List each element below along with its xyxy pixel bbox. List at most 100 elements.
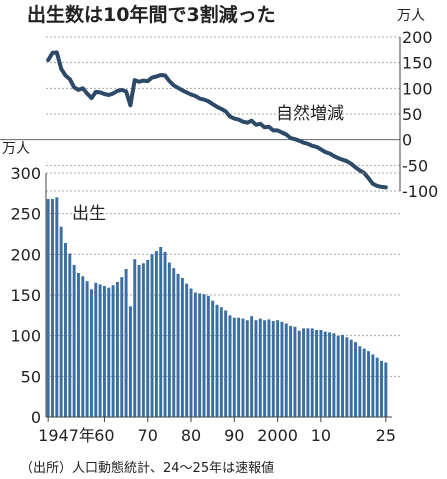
birth-bar: [310, 328, 314, 417]
birth-bar: [64, 242, 67, 417]
birth-bar: [141, 263, 145, 417]
source-note: （出所）人口動態統計、24～25年は速報値: [20, 460, 274, 476]
bottom-ytick-label: 50: [21, 367, 41, 386]
birth-bar: [198, 293, 202, 417]
top-panel-grid: [0, 36, 400, 192]
birth-bar: [232, 317, 236, 417]
birth-bar: [341, 334, 345, 417]
birth-bar: [297, 330, 301, 417]
birth-bar: [115, 281, 119, 417]
birth-bar: [180, 277, 184, 417]
bottom-ytick-label: 0: [31, 408, 41, 427]
birth-bar: [202, 294, 206, 417]
birth-bar: [128, 306, 132, 417]
birth-bar: [102, 286, 106, 417]
birth-bar: [241, 318, 245, 417]
birth-bar: [280, 321, 284, 417]
birth-bar: [323, 331, 327, 417]
bottom-xtick-label: 60: [94, 426, 114, 445]
birth-bar: [276, 320, 280, 417]
birth-bar: [371, 354, 375, 417]
birth-bar: [68, 253, 72, 417]
birth-bar: [302, 328, 306, 417]
birth-bar: [271, 321, 275, 417]
top-ytick-label: 150: [402, 54, 433, 73]
birth-bar: [375, 357, 379, 417]
birth-bar: [159, 247, 163, 417]
birth-bar: [332, 333, 336, 417]
birth-bar: [289, 325, 293, 417]
birth-bar: [211, 300, 215, 417]
bottom-xtick-label: 70: [138, 426, 158, 445]
bottom-xtick-label: 1947年: [38, 426, 95, 445]
bottom-ytick-label: 250: [10, 205, 41, 224]
birth-bar: [185, 283, 189, 417]
birth-bar: [133, 259, 137, 417]
birth-bar: [384, 362, 388, 417]
birth-bar: [150, 254, 154, 417]
birth-bar: [46, 199, 50, 417]
birth-bar: [59, 226, 63, 417]
birth-bar: [237, 317, 241, 417]
birth-bar: [107, 287, 111, 417]
top-unit-label: 万人: [397, 8, 425, 24]
birth-bar: [172, 268, 176, 417]
birth-bar: [267, 319, 271, 417]
natural-change-line: [46, 50, 388, 190]
birth-bar: [306, 328, 310, 417]
birth-bar: [167, 262, 171, 417]
birth-bar: [254, 320, 258, 417]
birth-bar: [98, 284, 102, 417]
bottom-ytick-label: 150: [10, 286, 41, 305]
bottom-xtick-label: 90: [224, 426, 244, 445]
top-ytick-label: -100: [402, 182, 438, 201]
birth-bar: [349, 339, 353, 417]
birth-bar: [284, 323, 288, 417]
birth-bar: [120, 277, 124, 417]
birth-bar: [124, 268, 128, 417]
birth-bar: [367, 351, 370, 417]
bottom-panel-bars: [46, 197, 388, 417]
bottom-unit-label: 万人: [2, 141, 30, 157]
birth-bar: [328, 332, 332, 417]
birth-bar: [358, 346, 362, 417]
bottom-panel-grid: [46, 172, 400, 377]
birth-bar: [77, 273, 80, 417]
chart-title: 出生数は10年間で3割減った: [27, 3, 276, 26]
bottom-xtick-label: 10: [311, 426, 331, 445]
birth-bar: [51, 199, 54, 417]
birth-bar: [111, 285, 115, 417]
top-ytick-label: 100: [402, 79, 433, 98]
birth-bar: [89, 289, 93, 417]
top-panel-line: [46, 50, 388, 190]
top-ytick-label: -50: [402, 156, 428, 175]
bottom-xtick-label: 80: [181, 426, 201, 445]
birth-bar: [94, 282, 98, 417]
birth-bar: [258, 318, 262, 417]
bottom-ytick-label: 100: [10, 327, 41, 346]
birth-bar: [293, 326, 297, 417]
birth-bar: [85, 281, 89, 417]
birth-bar: [137, 264, 141, 417]
birth-bar: [72, 264, 76, 417]
birth-bar: [55, 197, 59, 417]
birth-bar: [176, 273, 180, 417]
top-panel-axis: 200 150 100 50 0 -50 -100: [399, 28, 438, 201]
top-ytick-label: 50: [402, 105, 422, 124]
birth-bar: [189, 288, 193, 417]
bottom-ytick-label: 300: [10, 164, 41, 183]
birth-bar: [146, 260, 150, 417]
birth-bar: [345, 337, 349, 417]
top-ytick-label: 200: [402, 28, 433, 47]
birth-bar: [81, 276, 85, 417]
top-ytick-label: 0: [402, 131, 412, 150]
birth-bar: [193, 292, 197, 417]
bottom-xtick-label: 2000: [257, 426, 298, 445]
birth-bar: [219, 307, 223, 417]
birth-bar: [319, 329, 323, 417]
birth-bar: [380, 360, 383, 417]
birth-bar: [245, 320, 249, 417]
birth-bar: [206, 295, 210, 417]
birth-bar: [250, 316, 254, 417]
